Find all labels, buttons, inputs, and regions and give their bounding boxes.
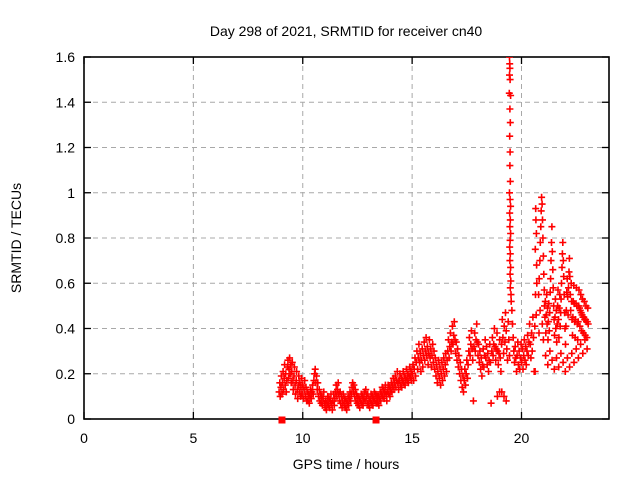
x-tick-label: 10	[295, 430, 311, 446]
tick-labels: 0 5 10 15 20 0 0.2 0.4 0.6 0.8 1 1.2 1.4 1.6	[56, 49, 530, 446]
y-tick-label: 0.6	[56, 275, 76, 291]
x-tick-label: 15	[404, 430, 420, 446]
y-tick-label: 0.2	[56, 366, 76, 382]
y-tick-label: 0.4	[56, 321, 76, 337]
plot-border	[83, 56, 610, 420]
y-tick-label: 1.2	[56, 140, 76, 156]
square-marker-zero-markers	[372, 416, 380, 424]
y-axis-label: SRMTID / TECUs	[8, 183, 24, 293]
x-tick-label: 5	[189, 430, 197, 446]
chart-title: Day 298 of 2021, SRMTID for receiver cn4…	[210, 23, 483, 39]
y-tick-label: 1.4	[56, 94, 76, 110]
scatter-points-srmtid	[275, 57, 592, 414]
x-tick-label: 20	[514, 430, 530, 446]
data-points	[275, 57, 592, 424]
y-tick-label: 1	[67, 185, 75, 201]
square-marker-zero-markers	[278, 416, 286, 424]
y-tick-label: 1.6	[56, 49, 76, 65]
x-tick-label: 0	[80, 430, 88, 446]
y-tick-label: 0.8	[56, 230, 76, 246]
y-tick-label: 0	[67, 411, 75, 427]
x-axis-label: GPS time / hours	[293, 456, 400, 472]
gridlines	[84, 57, 609, 419]
